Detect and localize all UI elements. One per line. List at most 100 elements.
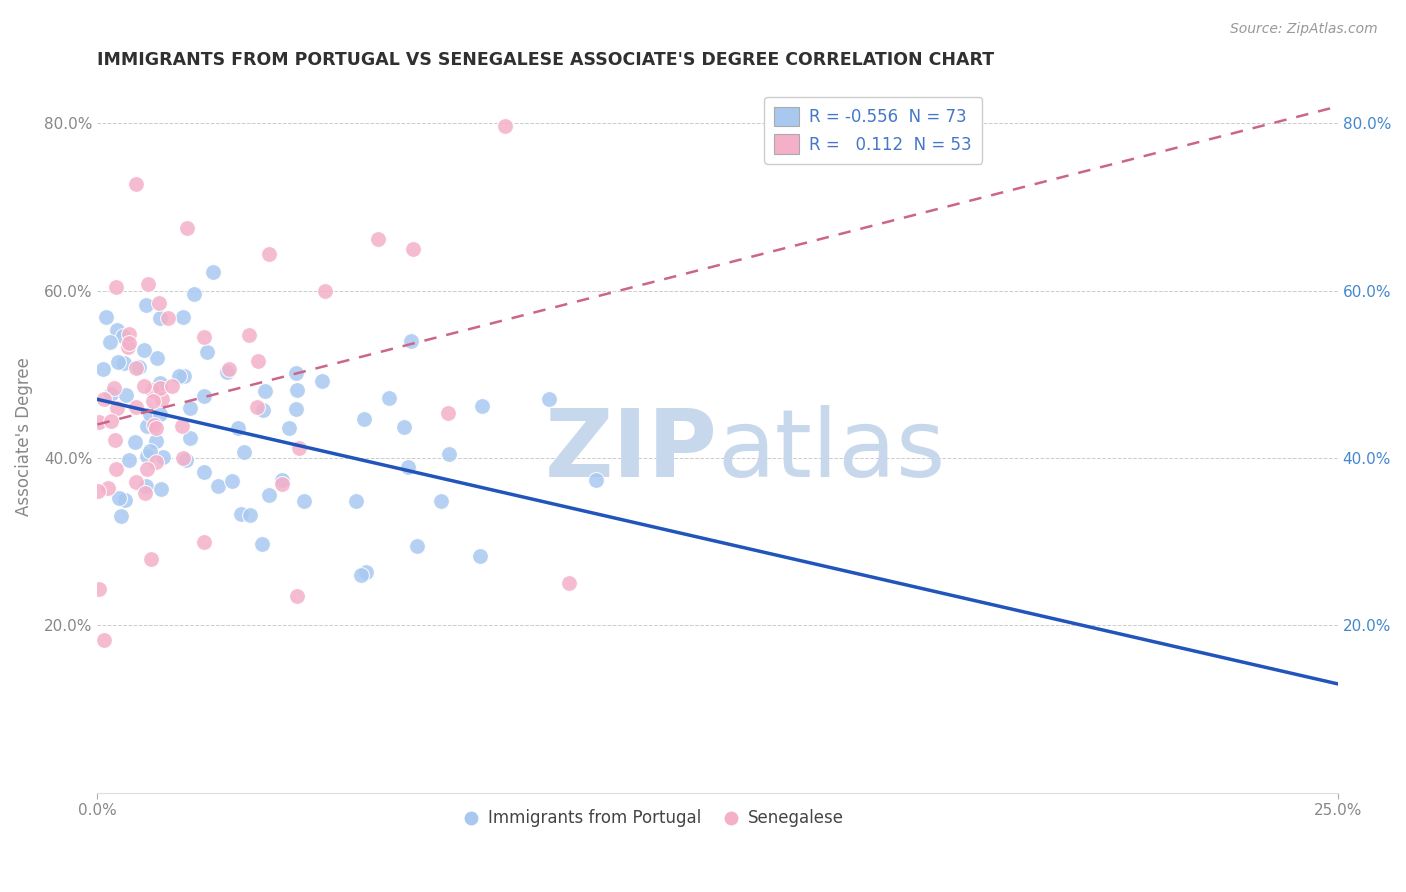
Point: [172, 310, 194, 324]
Point: [167, 369, 190, 384]
Point: [138, 443, 160, 458]
Point: [285, 366, 308, 380]
Point: [145, 434, 167, 448]
Point: [93, 392, 115, 407]
Point: [170, 418, 193, 433]
Point: [100, 387, 122, 401]
Point: [107, 355, 129, 369]
Point: [353, 411, 375, 425]
Point: [118, 336, 141, 351]
Point: [93, 632, 115, 647]
Point: [134, 486, 156, 500]
Text: Source: ZipAtlas.com: Source: ZipAtlas.com: [1230, 22, 1378, 37]
Point: [117, 340, 139, 354]
Point: [215, 365, 238, 379]
Point: [125, 178, 148, 192]
Point: [252, 537, 274, 551]
Point: [139, 552, 162, 566]
Point: [221, 475, 243, 489]
Point: [118, 453, 141, 467]
Point: [100, 414, 122, 428]
Point: [110, 509, 132, 524]
Point: [112, 356, 135, 370]
Point: [285, 589, 308, 603]
Point: [314, 285, 336, 299]
Point: [494, 120, 516, 134]
Point: [146, 351, 169, 365]
Point: [135, 478, 157, 492]
Point: [103, 382, 125, 396]
Point: [124, 360, 146, 375]
Point: [148, 296, 170, 310]
Point: [287, 384, 309, 398]
Point: [89, 415, 111, 429]
Point: [367, 232, 389, 246]
Point: [91, 362, 114, 376]
Point: [104, 434, 127, 448]
Point: [406, 539, 429, 553]
Point: [173, 369, 195, 384]
Point: [149, 376, 172, 391]
Point: [378, 391, 401, 405]
Point: [254, 384, 277, 398]
Point: [145, 421, 167, 435]
Point: [142, 417, 165, 432]
Point: [226, 421, 249, 435]
Point: [125, 400, 148, 414]
Point: [87, 483, 110, 498]
Point: [471, 399, 494, 413]
Point: [149, 380, 172, 394]
Point: [145, 455, 167, 469]
Text: atlas: atlas: [717, 405, 946, 497]
Point: [183, 287, 205, 301]
Point: [149, 311, 172, 326]
Point: [344, 494, 367, 508]
Point: [292, 494, 315, 508]
Point: [136, 461, 159, 475]
Point: [104, 462, 127, 476]
Point: [246, 400, 269, 414]
Point: [172, 450, 194, 465]
Point: [270, 473, 292, 487]
Point: [239, 508, 262, 523]
Point: [257, 247, 280, 261]
Point: [125, 475, 148, 489]
Point: [231, 507, 253, 521]
Point: [538, 392, 561, 406]
Point: [115, 388, 138, 402]
Point: [162, 378, 184, 392]
Point: [132, 343, 155, 357]
Point: [138, 277, 160, 292]
Point: [107, 491, 129, 505]
Point: [176, 221, 198, 235]
Point: [193, 329, 215, 343]
Point: [157, 310, 180, 325]
Point: [238, 327, 260, 342]
Point: [202, 265, 225, 279]
Text: IMMIGRANTS FROM PORTUGAL VS SENEGALESE ASSOCIATE'S DEGREE CORRELATION CHART: IMMIGRANTS FROM PORTUGAL VS SENEGALESE A…: [97, 51, 994, 69]
Point: [392, 419, 415, 434]
Point: [142, 393, 165, 408]
Point: [350, 568, 373, 582]
Point: [124, 435, 146, 450]
Point: [149, 407, 172, 421]
Point: [105, 401, 128, 416]
Point: [193, 535, 215, 549]
Point: [257, 488, 280, 502]
Point: [114, 492, 136, 507]
Point: [468, 549, 491, 563]
Legend: Immigrants from Portugal, Senegalese: Immigrants from Portugal, Senegalese: [460, 803, 851, 834]
Y-axis label: Associate's Degree: Associate's Degree: [15, 358, 32, 516]
Point: [179, 431, 201, 445]
Point: [105, 323, 128, 337]
Point: [150, 392, 173, 406]
Point: [193, 389, 215, 403]
Point: [436, 406, 458, 420]
Point: [96, 481, 118, 495]
Text: ZIP: ZIP: [544, 405, 717, 497]
Point: [311, 374, 333, 388]
Point: [152, 450, 174, 464]
Point: [87, 582, 110, 597]
Point: [585, 473, 607, 487]
Point: [96, 310, 118, 325]
